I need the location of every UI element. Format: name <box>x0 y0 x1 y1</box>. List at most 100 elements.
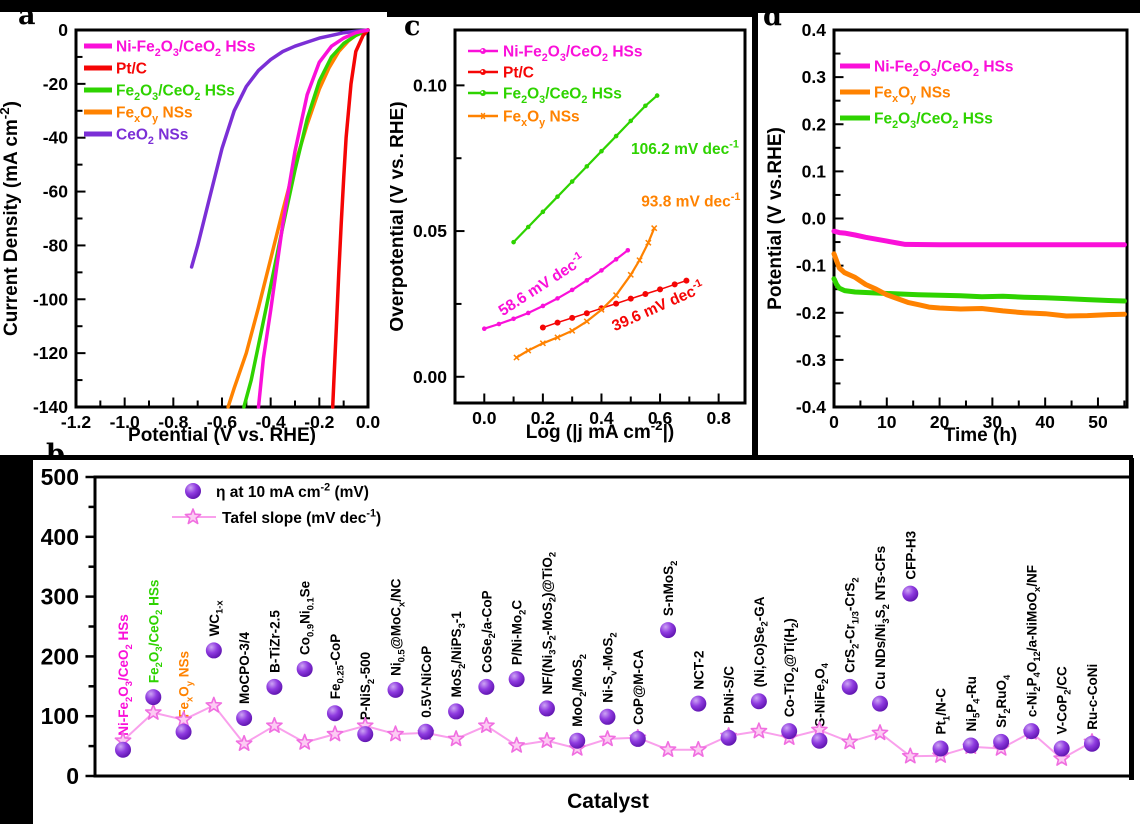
series-marker <box>525 224 531 230</box>
y-tick-label: 0.3 <box>802 67 827 87</box>
legend-label: Pt/C <box>116 61 147 78</box>
overpotential-sphere-marker <box>629 730 646 747</box>
catalyst-label: Cu NDs/Ni3S2 NTs-CFs <box>873 546 891 690</box>
panel-letter-c: c <box>404 11 421 42</box>
tafel-star-marker <box>144 703 162 720</box>
series-marker <box>627 271 634 278</box>
series-marker <box>628 118 634 124</box>
catalyst-label: V-CoP2/CC <box>1055 666 1073 734</box>
overpotential-sphere-marker <box>508 671 525 688</box>
overpotential-sphere-marker <box>569 732 586 749</box>
legend-marker-highlight <box>481 91 484 94</box>
series-marker <box>583 310 590 317</box>
y-tick-label: 0.05 <box>413 221 447 241</box>
y-axis-title: Potential (V vs.RHE) <box>765 127 786 310</box>
y-tick-label: 0.00 <box>413 367 447 387</box>
series-marker <box>539 340 547 347</box>
top-border-bar-middle <box>387 0 753 17</box>
catalyst-label: MoCPO-3/4 <box>237 631 252 704</box>
y-tick-label: 200 <box>41 643 79 669</box>
x-axis-title: Potential (V vs. RHE) <box>128 425 316 446</box>
catalyst-label: Ni-Sv-MoS2 <box>600 632 618 702</box>
tafel-slope-annotation: 106.2 mV dec-1 <box>631 138 739 158</box>
tafel-star-marker <box>750 722 768 739</box>
catalyst-label: Co0.9Ni0.1Se <box>298 580 316 655</box>
series-line-1 <box>831 251 1127 319</box>
series-marker <box>540 303 546 309</box>
overpotential-sphere-marker <box>811 732 828 749</box>
y-tick-label: 0.0 <box>802 209 827 229</box>
legend-marker <box>480 112 486 120</box>
x-tick-label: 40 <box>1035 412 1055 432</box>
y-tick-label: -0.2 <box>796 303 826 323</box>
tafel-star-marker <box>205 696 223 713</box>
tafel-slope-annotation: 93.8 mV dec-1 <box>641 191 740 211</box>
x-axis-title: Log (|j mA cm-2|) <box>526 418 674 443</box>
catalyst-label: Fe0.25-CoP <box>328 634 346 700</box>
overpotential-sphere-marker <box>538 700 555 717</box>
series-marker <box>613 257 619 262</box>
x-tick-label: 10 <box>877 412 897 432</box>
tafel-star-marker <box>266 717 283 733</box>
overpotential-sphere-marker <box>841 678 858 695</box>
catalyst-label: P/Ni-Mo2C <box>510 600 528 665</box>
panel-b-right-border <box>1129 458 1134 780</box>
series-line-0 <box>831 228 1127 248</box>
catalyst-label: PbNi-S/C <box>722 666 737 724</box>
series-marker <box>554 319 561 326</box>
overpotential-sphere-marker <box>720 729 737 746</box>
catalyst-label: c-Ni2P4O12/a-NiMoOx/NF <box>1024 565 1042 717</box>
legend-label: Pt/C <box>503 65 534 82</box>
catalyst-label: Co-TiO2@Ti(H2) <box>782 618 800 717</box>
overpotential-sphere-marker <box>1083 735 1100 752</box>
x-tick-label: -0.2 <box>304 412 334 432</box>
tafel-star-marker <box>659 740 677 757</box>
x-tick-label: 30 <box>983 412 1003 432</box>
series-marker <box>625 248 631 253</box>
tafel-star-marker <box>447 730 465 747</box>
overpotential-sphere-marker <box>296 660 313 677</box>
y-axis-title: Current Density (mA cm-2) <box>0 101 22 336</box>
series-marker <box>627 295 634 302</box>
overpotential-sphere-marker <box>660 622 677 639</box>
x-tick-label: 50 <box>1088 412 1108 432</box>
series-marker <box>599 148 604 154</box>
catalyst-label: WC1-x <box>207 600 225 637</box>
catalyst-label: Sr2RuO4 <box>994 674 1012 728</box>
y-tick-label: -140 <box>33 397 68 417</box>
series-marker <box>584 278 590 283</box>
legend-marker <box>480 90 486 96</box>
series-marker <box>654 93 660 98</box>
series-marker <box>599 268 604 273</box>
series-marker <box>643 103 648 109</box>
legend-marker <box>480 69 486 75</box>
series-marker <box>554 334 561 341</box>
series-marker <box>525 310 531 316</box>
x-tick-label: 0.8 <box>706 408 731 428</box>
series-marker <box>651 225 658 232</box>
tafel-star-marker <box>841 733 859 750</box>
catalyst-label: Ni0.5@MoCx/NC <box>389 578 407 676</box>
x-tick-label: -0.8 <box>158 412 188 432</box>
x-tick-label: 0.2 <box>531 408 556 428</box>
x-tick-label: -1.0 <box>110 412 140 432</box>
legend-label: FexOy NSs <box>874 85 951 105</box>
tafel-star-marker <box>871 724 889 741</box>
series-marker <box>583 318 590 325</box>
legend-marker <box>480 48 486 54</box>
overpotential-sphere-marker <box>417 723 434 740</box>
tafel-star-marker <box>689 740 707 757</box>
tafel-star-marker <box>1053 749 1071 766</box>
overpotential-sphere-marker <box>115 741 131 758</box>
overpotential-sphere-marker <box>175 723 192 740</box>
catalyst-label: NCT-2 <box>691 651 706 690</box>
overpotential-sphere-marker <box>750 693 767 710</box>
overpotential-sphere-marker <box>599 708 616 725</box>
top-border-bar-right <box>753 0 1140 13</box>
series-marker <box>613 133 619 139</box>
overpotential-sphere-marker <box>781 723 798 740</box>
panel-b-top-border <box>30 455 1133 460</box>
tafel-star-marker <box>175 711 192 728</box>
x-axis-title: Catalyst <box>567 790 649 813</box>
